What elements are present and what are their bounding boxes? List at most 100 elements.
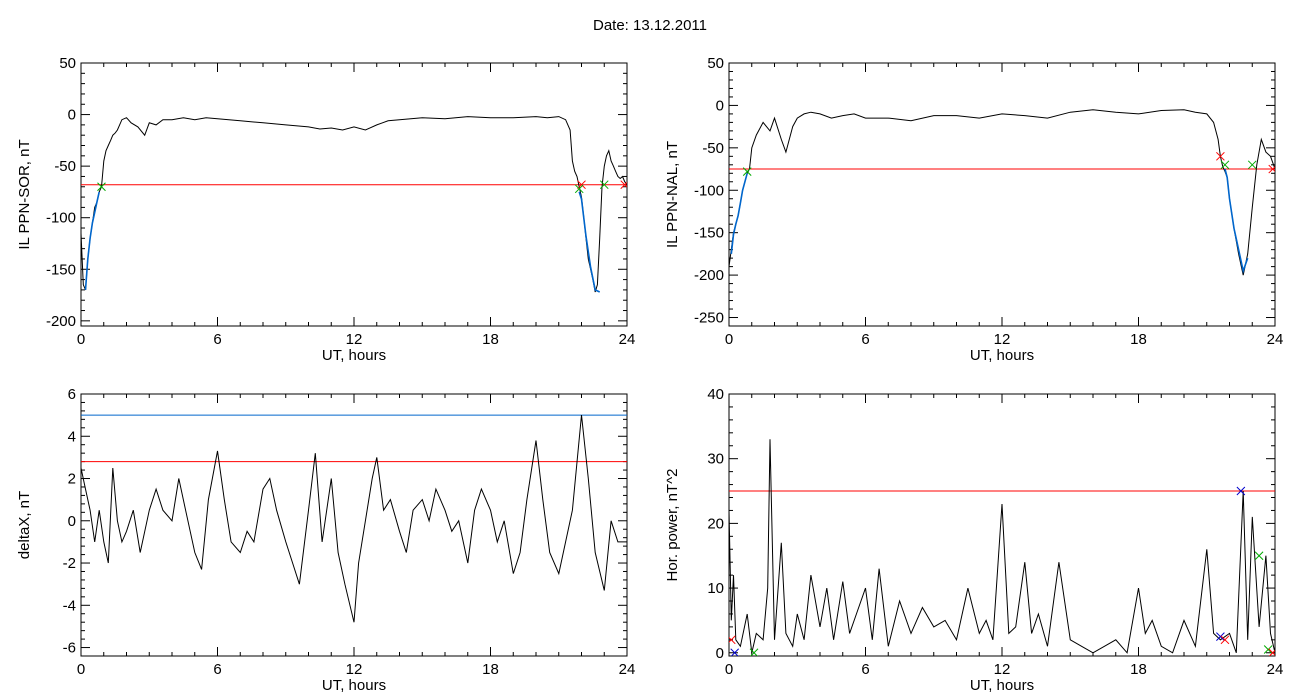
- event-marker: [1268, 648, 1275, 656]
- y-tick-label: -200: [46, 313, 76, 330]
- x-tick-label: 0: [725, 661, 733, 678]
- y-tick-label: -50: [702, 140, 724, 157]
- x-tick-label: 24: [619, 661, 636, 678]
- x-tick-label: 12: [994, 331, 1011, 348]
- y-axis-label: deltaX, nT: [16, 491, 33, 559]
- event-marker: [1216, 632, 1225, 641]
- event-marker: [1236, 486, 1246, 496]
- event-marker-stroke: [729, 635, 736, 643]
- plot-area: [729, 439, 1275, 656]
- x-axis-label: UT, hours: [970, 347, 1034, 364]
- y-tick-label: 50: [59, 55, 76, 72]
- event-marker: [1220, 635, 1230, 645]
- event-marker-stroke: [1268, 649, 1275, 656]
- highlight-segment: [1224, 168, 1249, 274]
- event-marker-stroke: [97, 182, 106, 192]
- y-tick-label: 50: [707, 55, 724, 72]
- event-marker-stroke: [1268, 166, 1275, 174]
- chart-ppn-sor: 0 6 12 18 24 -200 -150 -100 -50 0 50 UT, hours IL PP…: [16, 55, 635, 364]
- y-tick-label: 0: [716, 645, 724, 662]
- x-tick-label: 18: [1130, 661, 1147, 678]
- event-marker-stroke: [1216, 151, 1225, 161]
- event-marker-stroke: [742, 167, 752, 176]
- y-tick-label: -150: [694, 225, 724, 242]
- y-tick-label: -50: [54, 158, 76, 175]
- y-tick-label: -150: [46, 261, 76, 278]
- event-marker: [97, 182, 106, 192]
- event-marker-stroke: [730, 648, 740, 656]
- y-tick-label: -100: [46, 210, 76, 227]
- plot-area: [729, 109, 1275, 276]
- series-line: [729, 439, 1275, 654]
- plot-frame: [728, 393, 1276, 657]
- y-tick-label: -6: [63, 640, 76, 657]
- event-marker-stroke: [1236, 486, 1246, 496]
- plot-area: [81, 414, 627, 623]
- x-tick-label: 24: [619, 331, 636, 348]
- highlight-segment: [84, 191, 100, 290]
- event-marker: [1254, 551, 1264, 561]
- highlight-segment: [730, 173, 748, 254]
- event-marker-stroke: [1247, 160, 1257, 170]
- y-tick-label: 30: [707, 451, 724, 468]
- y-tick-label: 20: [707, 515, 724, 532]
- event-marker-stroke: [574, 184, 584, 194]
- event-marker: [1220, 160, 1230, 170]
- event-marker-stroke: [599, 180, 609, 190]
- x-tick-label: 18: [482, 331, 499, 348]
- x-tick-label: 24: [1267, 331, 1284, 348]
- y-tick-label: -4: [63, 597, 76, 614]
- highlight-segment: [578, 191, 601, 293]
- x-tick-label: 12: [346, 331, 363, 348]
- y-tick-label: 4: [68, 428, 76, 445]
- x-tick-label: 12: [994, 661, 1011, 678]
- event-marker-stroke: [750, 648, 759, 656]
- y-tick-label: -2: [63, 555, 76, 572]
- event-marker: [577, 180, 586, 190]
- event-marker: [599, 180, 609, 190]
- x-axis-label: UT, hours: [322, 347, 386, 364]
- x-tick-label: 18: [482, 661, 499, 678]
- y-tick-label: 10: [707, 580, 724, 597]
- event-marker: [1263, 645, 1273, 654]
- event-marker: [1247, 160, 1257, 170]
- plot-frame: [728, 62, 1276, 327]
- event-marker: [620, 180, 627, 190]
- x-tick-label: 24: [1267, 661, 1284, 678]
- event-marker: [1216, 151, 1225, 161]
- y-axis-label: IL PPN-SOR, nT: [16, 139, 33, 249]
- event-marker: [742, 167, 752, 176]
- y-axis-label: IL PPN-NAL, nT: [664, 141, 681, 248]
- series-line: [81, 116, 627, 293]
- y-tick-label: -250: [694, 310, 724, 327]
- x-tick-label: 18: [1130, 331, 1147, 348]
- y-tick-label: 6: [68, 386, 76, 403]
- x-tick-label: 6: [861, 331, 869, 348]
- series-line: [729, 109, 1275, 276]
- x-tick-label: 0: [77, 331, 85, 348]
- x-tick-label: 6: [213, 661, 221, 678]
- event-marker-stroke: [1254, 551, 1264, 561]
- event-marker-stroke: [1220, 160, 1230, 170]
- event-marker-stroke: [1216, 632, 1225, 641]
- x-tick-label: 6: [861, 661, 869, 678]
- event-marker-stroke: [620, 181, 627, 190]
- event-marker: [574, 184, 584, 194]
- y-tick-label: 0: [716, 97, 724, 114]
- y-tick-label: 2: [68, 471, 76, 488]
- event-marker-stroke: [577, 180, 586, 190]
- event-marker-stroke: [1263, 645, 1273, 654]
- x-tick-label: 0: [725, 331, 733, 348]
- figure-title: Date: 13.12.2011: [593, 17, 707, 34]
- x-tick-label: 6: [213, 331, 221, 348]
- y-tick-label: -200: [694, 267, 724, 284]
- event-marker: [730, 648, 740, 656]
- y-tick-label: 0: [68, 107, 76, 124]
- x-tick-label: 12: [346, 661, 363, 678]
- x-axis-label: UT, hours: [322, 677, 386, 694]
- y-tick-label: -100: [694, 182, 724, 199]
- y-tick-label: 0: [68, 513, 76, 530]
- event-marker: [1268, 164, 1275, 174]
- y-axis-label: Hor. power, nT^2: [664, 469, 681, 582]
